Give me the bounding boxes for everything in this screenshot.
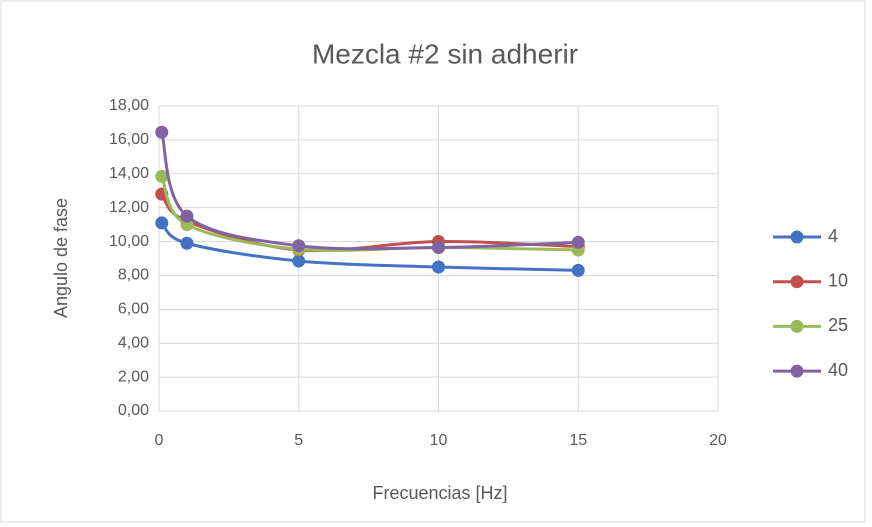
legend-label: 10 xyxy=(828,270,848,290)
x-tick-label: 0 xyxy=(155,432,164,449)
y-tick-label: 14,00 xyxy=(109,165,149,182)
x-tick-label: 20 xyxy=(709,432,727,449)
x-axis-label: Frecuencias [Hz] xyxy=(372,483,507,503)
legend-marker xyxy=(790,364,804,378)
x-tick-label: 15 xyxy=(569,432,587,449)
y-tick-label: 2,00 xyxy=(118,368,149,385)
legend-label: 40 xyxy=(828,360,848,380)
y-tick-label: 16,00 xyxy=(109,131,149,148)
y-tick-label: 12,00 xyxy=(109,199,149,216)
data-point xyxy=(432,260,445,274)
x-tick-label: 5 xyxy=(294,432,303,449)
data-point xyxy=(155,169,169,183)
y-tick-label: 10,00 xyxy=(109,233,149,250)
y-tick-label: 4,00 xyxy=(118,334,149,351)
data-point xyxy=(180,209,194,223)
data-point xyxy=(292,239,306,253)
chart-title: Mezcla #2 sin adherir xyxy=(312,38,578,69)
y-tick-label: 18,00 xyxy=(109,97,149,114)
y-tick-label: 8,00 xyxy=(118,267,149,284)
legend-marker xyxy=(790,275,804,289)
data-point xyxy=(155,216,169,230)
data-point xyxy=(571,263,585,277)
legend-marker xyxy=(790,230,804,244)
data-point xyxy=(571,235,585,249)
x-tick-label: 10 xyxy=(430,432,448,449)
legend-label: 4 xyxy=(828,226,838,246)
data-point xyxy=(432,240,445,254)
y-axis-label: Angulo de fase xyxy=(51,198,71,318)
data-point xyxy=(155,125,169,139)
y-tick-label: 6,00 xyxy=(118,301,149,318)
data-point xyxy=(180,236,194,250)
legend-marker xyxy=(790,319,804,333)
y-tick-label: 0,00 xyxy=(118,402,149,419)
data-point xyxy=(292,254,306,268)
legend-label: 25 xyxy=(828,315,848,335)
